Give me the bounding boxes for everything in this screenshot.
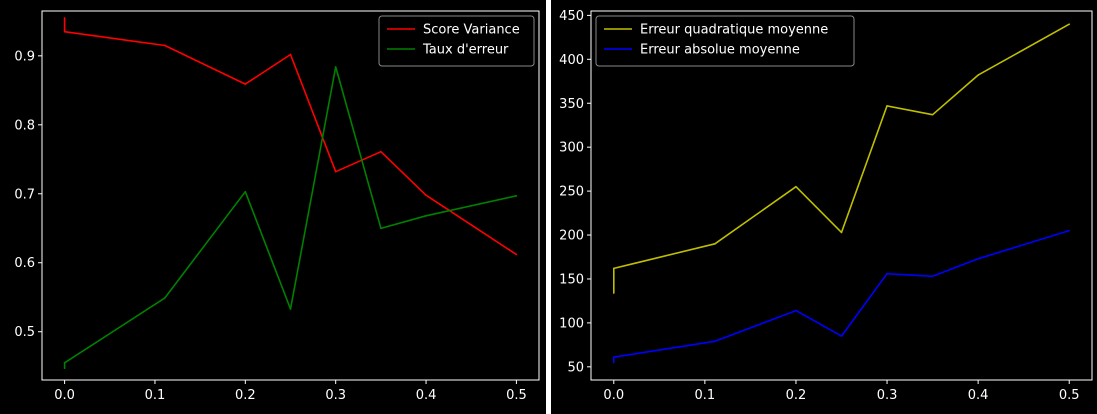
data-point [612,361,615,364]
data-point [244,83,247,85]
y-tick-label: 100 [559,316,584,331]
x-tick-label: 0.4 [416,388,437,403]
data-point [164,297,166,299]
data-point [1068,23,1071,25]
plot-frame [41,10,540,381]
data-point [63,17,66,19]
data-point [515,253,518,256]
legend-box [595,15,855,67]
x-tick-label: 0.5 [506,388,527,403]
x-tick-label: 0.0 [603,388,624,403]
right-chart-panel: 0.0 0.1 0.2 0.3 0.4 0.5 50 100 150 200 250 300 350 40… [551,0,1097,414]
left-chart-panel: 0.0 0.1 0.2 0.3 0.4 0.5 0.5 0.6 0.7 0.8 0.9 Score V… [0,0,546,414]
x-tick-label: 0.0 [54,388,75,403]
data-point [380,150,382,153]
data-point [515,195,518,197]
x-tick-label: 0.2 [235,388,256,403]
data-point [840,335,843,337]
x-tick-label: 0.3 [877,388,898,403]
data-point [334,170,337,173]
y-tick-label: 0.8 [14,118,35,133]
y-tick-label: 0.6 [14,256,35,271]
data-point [612,267,615,270]
data-point [977,257,979,260]
data-point [334,66,337,68]
series-line-1 [63,66,517,369]
data-point [63,367,66,370]
y-tick-label: 50 [567,360,584,375]
data-point [714,340,716,343]
data-point [931,113,934,116]
y-tick-label: 200 [559,229,584,244]
x-tick-label: 0.5 [1059,388,1080,403]
data-point [164,44,166,47]
data-point [840,231,843,234]
y-tick-label: 0.9 [14,49,35,64]
legend-label: Taux d'erreur [422,43,509,58]
data-point [425,194,427,196]
data-point [63,361,66,364]
data-point [289,53,292,56]
data-point [380,227,382,230]
series-line-1 [612,229,1070,363]
y-tick-label: 150 [559,272,584,287]
data-point [977,74,979,76]
y-tick-label: 0.7 [14,187,35,202]
y-tick-label: 400 [559,53,584,68]
data-point [714,243,716,245]
x-tick-label: 0.1 [695,388,716,403]
data-point [63,30,66,33]
y-tick-label: 350 [559,97,584,112]
legend-label: Erreur quadratique moyenne [640,23,828,38]
data-point [612,292,615,294]
data-point [244,190,247,193]
panel-divider [546,0,551,414]
legend-box [378,15,535,67]
data-point [795,309,797,312]
data-point [931,275,934,278]
y-tick-label: 300 [559,141,584,156]
data-point [886,105,888,107]
y-tick-label: 450 [559,9,584,24]
legend-label: Score Variance [423,23,520,38]
x-tick-label: 0.4 [968,388,989,403]
data-point [886,272,888,275]
legend-label: Erreur absolue moyenne [640,43,800,58]
y-tick-label: 0.5 [14,325,35,340]
data-point [1068,229,1071,232]
x-tick-label: 0.1 [145,388,166,403]
plot-frame [590,10,1093,381]
data-point [612,356,615,358]
x-tick-label: 0.2 [786,388,807,403]
data-point [425,215,427,217]
right-line-chart: 0.0 0.1 0.2 0.3 0.4 0.5 50 100 150 200 250 300 350 40… [559,9,1093,403]
y-tick-label: 250 [559,185,584,200]
data-point [289,308,292,310]
data-point [795,185,797,188]
x-tick-label: 0.3 [325,388,346,403]
left-line-chart: 0.0 0.1 0.2 0.3 0.4 0.5 0.5 0.6 0.7 0.8 0.9 Score V… [14,10,540,403]
